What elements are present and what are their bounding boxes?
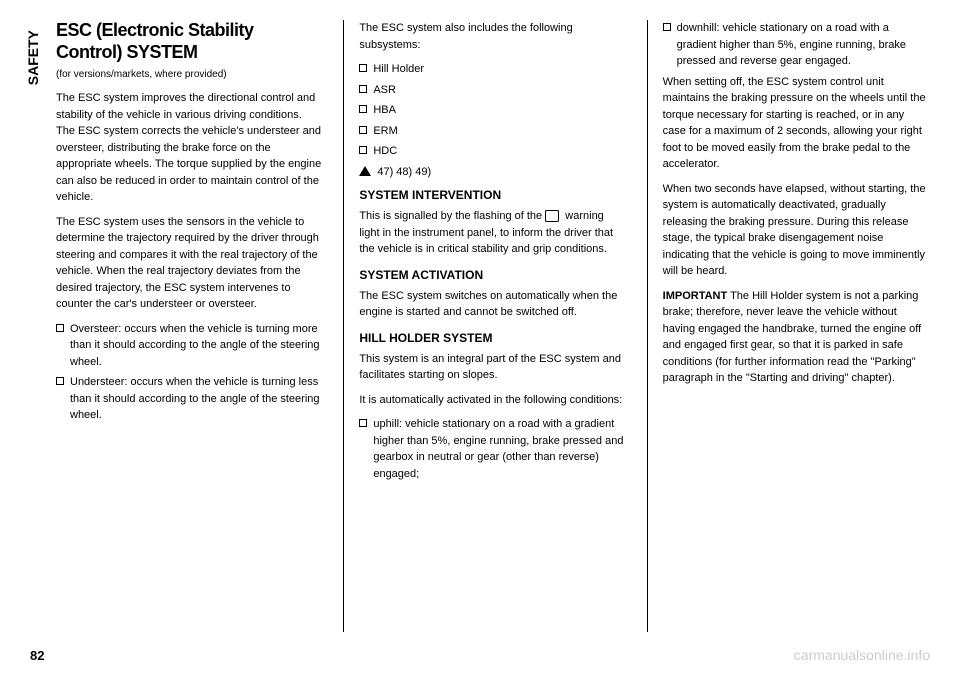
warning-item: 47) 48) 49) (359, 164, 626, 181)
square-bullet-icon (56, 377, 64, 385)
paragraph: The ESC system uses the sensors in the v… (56, 214, 323, 313)
bullet-text: ASR (373, 82, 396, 99)
section-heading: HILL HOLDER SYSTEM (359, 329, 626, 347)
square-bullet-icon (359, 105, 367, 113)
paragraph: The ESC system also includes the followi… (359, 20, 626, 53)
paragraph: The ESC system improves the directional … (56, 90, 323, 206)
subtitle: (for versions/markets, where provided) (56, 67, 323, 82)
square-bullet-icon (359, 85, 367, 93)
column-2: The ESC system also includes the followi… (343, 20, 626, 632)
bullet-text: ERM (373, 123, 397, 140)
esc-warning-icon (545, 210, 559, 222)
paragraph: It is automatically activated in the fol… (359, 392, 626, 409)
paragraph: This system is an integral part of the E… (359, 351, 626, 384)
paragraph: The ESC system switches on automatically… (359, 288, 626, 321)
square-bullet-icon (663, 23, 671, 31)
bullet-text: Understeer: occurs when the vehicle is t… (70, 374, 323, 424)
paragraph: When two seconds have elapsed, without s… (663, 181, 930, 280)
bullet-text: Hill Holder (373, 61, 424, 78)
text-part: This is signalled by the flashing of the (359, 210, 542, 222)
important-text: The Hill Holder system is not a parking … (663, 290, 922, 385)
bullet-item: HDC (359, 143, 626, 160)
bullet-item: Understeer: occurs when the vehicle is t… (56, 374, 323, 424)
section-heading: SYSTEM ACTIVATION (359, 266, 626, 284)
bullet-item: ERM (359, 123, 626, 140)
bullet-item: ASR (359, 82, 626, 99)
section-heading: SYSTEM INTERVENTION (359, 186, 626, 204)
watermark: carmanualsonline.info (794, 647, 930, 663)
square-bullet-icon (359, 419, 367, 427)
square-bullet-icon (359, 64, 367, 72)
bullet-item: uphill: vehicle stationary on a road wit… (359, 416, 626, 482)
column-1: ESC (Electronic Stability Control) SYSTE… (56, 20, 323, 632)
bullet-item: HBA (359, 102, 626, 119)
page-container: SAFETY ESC (Electronic Stability Control… (0, 0, 960, 642)
paragraph: When setting off, the ESC system control… (663, 74, 930, 173)
paragraph: This is signalled by the flashing of the… (359, 208, 626, 258)
important-label: IMPORTANT (663, 290, 728, 302)
bullet-text: HBA (373, 102, 396, 119)
page-number: 82 (30, 648, 44, 663)
square-bullet-icon (359, 146, 367, 154)
square-bullet-icon (359, 126, 367, 134)
content-area: ESC (Electronic Stability Control) SYSTE… (56, 20, 930, 632)
bullet-item: downhill: vehicle stationary on a road w… (663, 20, 930, 70)
bullet-text: uphill: vehicle stationary on a road wit… (373, 416, 626, 482)
square-bullet-icon (56, 324, 64, 332)
section-tab: SAFETY (20, 20, 46, 95)
bullet-text: downhill: vehicle stationary on a road w… (677, 20, 930, 70)
column-3: downhill: vehicle stationary on a road w… (647, 20, 930, 632)
bullet-text: HDC (373, 143, 397, 160)
page-footer: 82 carmanualsonline.info (0, 642, 960, 678)
main-heading: ESC (Electronic Stability Control) SYSTE… (56, 20, 323, 63)
bullet-text: Oversteer: occurs when the vehicle is tu… (70, 321, 323, 371)
warning-triangle-icon (359, 166, 371, 176)
paragraph-important: IMPORTANT The Hill Holder system is not … (663, 288, 930, 387)
bullet-item: Oversteer: occurs when the vehicle is tu… (56, 321, 323, 371)
warning-ref: 47) 48) 49) (377, 164, 431, 181)
bullet-item: Hill Holder (359, 61, 626, 78)
